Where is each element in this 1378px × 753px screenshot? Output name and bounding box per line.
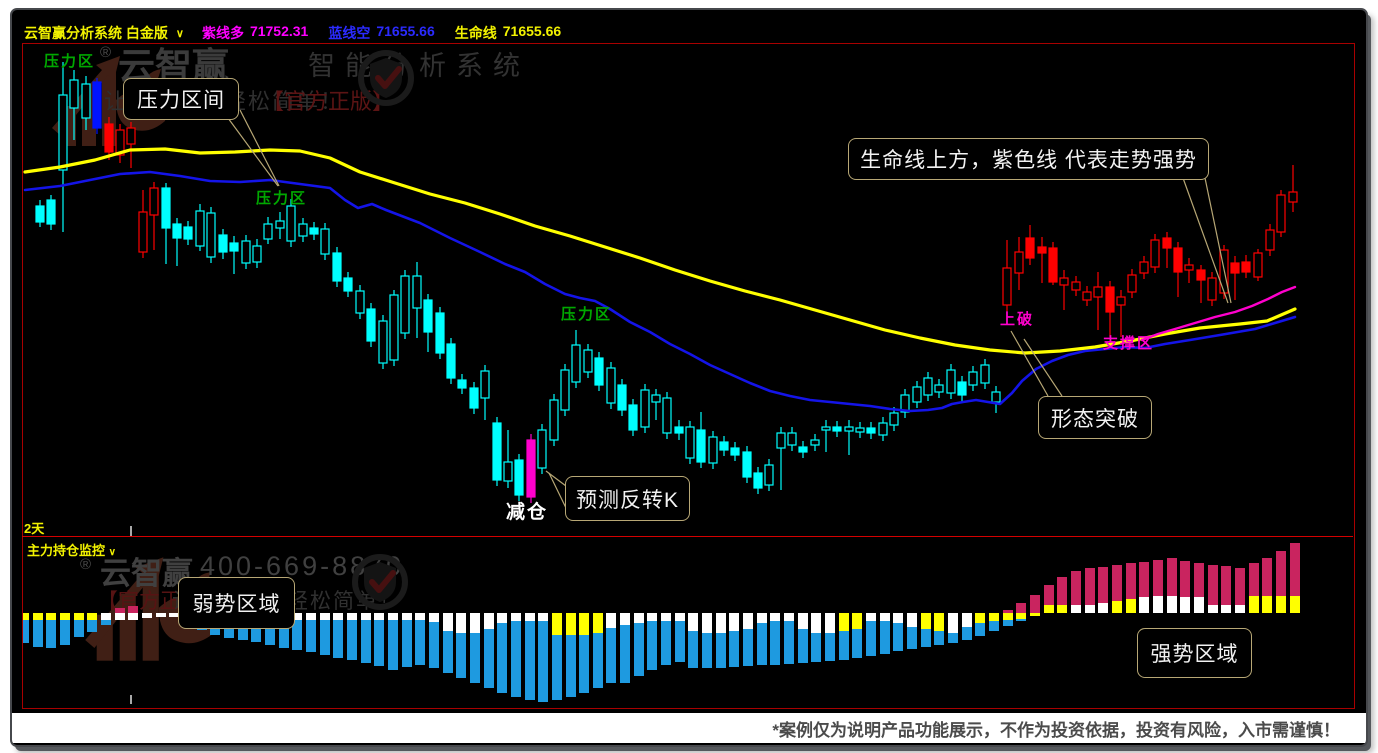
chevron-down-icon[interactable]: ∨ bbox=[175, 27, 184, 40]
shield-check-icon bbox=[358, 50, 414, 106]
indicator-value: 71655.66 bbox=[376, 23, 435, 39]
callout-reversal-k: 预测反转K bbox=[565, 476, 690, 521]
chevron-down-icon: ∨ bbox=[108, 547, 116, 558]
indicator-label: 蓝线空 bbox=[328, 25, 371, 41]
footer-bar: *案例仅为说明产品功能展示，不作为投资依据，投资有风险，入市需谨慎！ bbox=[12, 713, 1366, 743]
indicator-label: 生命线 bbox=[454, 25, 497, 41]
indicator-blue-short: 蓝线空 71655.66 bbox=[328, 23, 434, 43]
indicator-lifeline: 生命线 71655.66 bbox=[455, 23, 561, 43]
panel2-title: 主力持仓监控 bbox=[27, 543, 106, 558]
callout-pressure-range: 压力区间 bbox=[123, 78, 239, 120]
callout-strong-zone: 强势区域 bbox=[1137, 628, 1252, 678]
panel2-title-dropdown[interactable]: 主力持仓监控 ∨ bbox=[27, 540, 116, 559]
indicator-value: 71655.66 bbox=[502, 23, 562, 39]
indicator-value: 71752.31 bbox=[249, 23, 309, 39]
shield-check-icon bbox=[352, 554, 408, 610]
main-candlestick-chart[interactable] bbox=[23, 44, 1353, 517]
scroll-tick bbox=[130, 695, 132, 704]
period-label: 2天 bbox=[24, 521, 45, 536]
disclaimer-text: *案例仅为说明产品功能展示，不作为投资依据，投资有风险，入市需谨慎！ bbox=[772, 720, 1340, 740]
indicator-purple-long: 紫线多 71752.31 bbox=[202, 23, 308, 43]
app-title[interactable]: 云智赢分析系统 白金版 bbox=[24, 25, 168, 41]
callout-pattern-breakout: 形态突破 bbox=[1038, 396, 1152, 439]
top-indicator-bar: 云智赢分析系统 白金版 ∨ 紫线多 71752.31 蓝线空 71655.66 … bbox=[24, 23, 573, 43]
callout-weak-zone: 弱势区域 bbox=[178, 577, 295, 629]
app-window: ® 云智赢 智能分析系统 让交易变得轻松简单！ 【官方正版】 ® 云智赢 400… bbox=[10, 8, 1368, 747]
scroll-tick bbox=[130, 526, 132, 536]
indicator-label: 紫线多 bbox=[201, 25, 244, 41]
position-monitor-histogram[interactable] bbox=[23, 537, 1353, 707]
callout-lifeline-note: 生命线上方，紫色线 代表走势强势 bbox=[848, 138, 1209, 180]
